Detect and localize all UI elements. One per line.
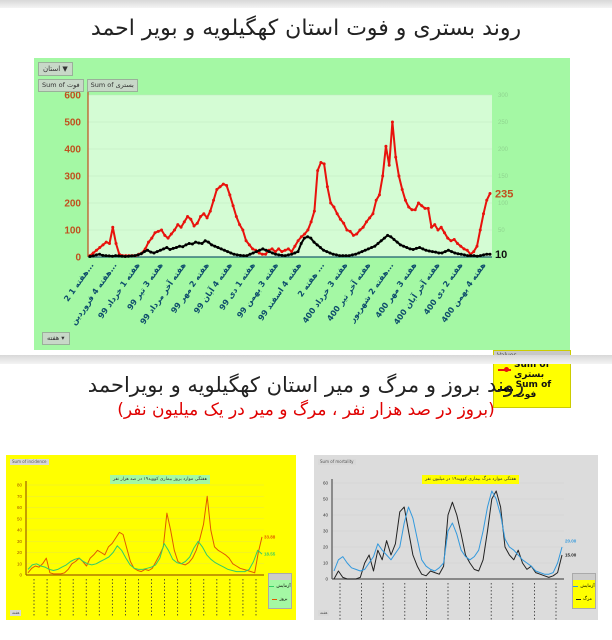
field-button-hospitalized[interactable]: Sum of بستری <box>86 79 138 92</box>
incidence-chart-plot: 0 10 20 30 40 50 60 70 80 33.88 18.55 <box>17 481 276 617</box>
x-tick-label: هفته آخر تیر 400 <box>324 260 372 323</box>
x-tick-label: هفته 3 مهر 400 <box>374 261 419 320</box>
legend-label: آزمایش <box>580 584 595 589</box>
legend-header <box>269 574 291 580</box>
legend-item-test[interactable]: آزمایش <box>269 580 291 593</box>
y-tick-label: 60 <box>323 481 329 486</box>
y-tick-label: 20 <box>323 545 329 550</box>
legend-label: بروز <box>279 597 288 602</box>
incidence-chart-title: هفتگی موارد بروز بیماری کووید۱۹ در صد هز… <box>110 475 210 484</box>
y2-tick-label: 200 <box>498 147 509 153</box>
series-line <box>27 495 263 575</box>
y-tick-label: 300 <box>64 172 81 183</box>
incidence-legend: آزمایش بروز <box>268 573 292 609</box>
incidence-chart-panel: 0 10 20 30 40 50 60 70 80 33.88 18.55 Sum of incid… <box>6 455 296 620</box>
y-tick-label: 0 <box>325 577 328 582</box>
y-tick-label: 30 <box>17 539 23 544</box>
y2-tick-label: 100 <box>498 201 509 207</box>
y-tick-label: 10 <box>323 561 329 566</box>
blue-line-icon <box>573 585 579 588</box>
y-tick-label: 40 <box>323 513 329 518</box>
red-line-marker-icon <box>498 367 512 372</box>
page-title: روند بستری و فوت استان کهگیلویه و بویر ا… <box>90 16 522 41</box>
top-divider <box>0 0 612 8</box>
series-end-label: 18.55 <box>264 552 276 557</box>
y-tick-label: 50 <box>17 516 23 521</box>
y-tick-label: 10 <box>17 561 23 566</box>
mortality-chart-panel: 0 10 20 30 40 50 60 15.00 20.00 Sum of mortality… <box>314 455 598 620</box>
x-tick-label: هفته 1 خرداد 99 <box>96 261 142 321</box>
black-line-icon <box>576 598 582 601</box>
province-filter-button[interactable]: استان ▼ <box>38 62 73 76</box>
series-end-label: 235 <box>495 188 513 200</box>
y-tick-label: 0 <box>75 253 81 264</box>
mortality-legend: آزمایش مرگ <box>572 573 596 609</box>
y-tick-label: 40 <box>17 528 23 533</box>
y-tick-label: 400 <box>64 145 81 156</box>
y2-tick-label: 50 <box>498 228 505 234</box>
y-tick-label: 30 <box>323 529 329 534</box>
series-line <box>27 540 263 573</box>
chart-field-tag[interactable]: Sum of incidence <box>10 459 49 465</box>
y2-tick-label: 250 <box>498 120 509 126</box>
section-subtitle: (بروز در صد هزار نفر ، مرگ و میر در یک م… <box>117 400 495 420</box>
legend-item-deaths[interactable]: Sum of فوت <box>494 380 570 400</box>
y2-tick-label: 0 <box>498 255 502 261</box>
legend-label: Sum of بستری <box>514 360 550 380</box>
y-tick-label: 80 <box>17 483 23 488</box>
y2-tick-label: 150 <box>498 174 509 180</box>
x-tick-label: هفته 3 بهمن 99 <box>235 261 280 320</box>
field-button-deaths[interactable]: Sum of فوت <box>38 79 84 92</box>
y-tick-label: 70 <box>17 494 23 499</box>
section-title: روند بروز و مرگ و میر استان کهگیلویه و ب… <box>87 373 525 397</box>
week-axis-field-button[interactable]: هفته ▾ <box>42 332 70 345</box>
y-tick-label: 600 <box>64 91 81 102</box>
main-chart-panel: 0 100 200 300 400 500 600 0 50 100 150 200 250 300 235… <box>34 58 571 408</box>
y-tick-label: 50 <box>323 497 329 502</box>
y-tick-label: 100 <box>64 226 81 237</box>
black-line-marker-icon <box>498 387 513 392</box>
value-field-buttons: Sum of فوت Sum of بستری <box>38 79 138 92</box>
green-line-icon <box>269 585 275 588</box>
legend-item-mortality[interactable]: مرگ <box>573 593 595 606</box>
legend-item-incidence[interactable]: بروز <box>269 593 291 606</box>
y-tick-label: 0 <box>19 573 22 578</box>
y-tick-label: 60 <box>17 505 23 510</box>
y-tick-label: 20 <box>17 550 23 555</box>
axis-field-tag[interactable]: هفته <box>10 610 22 616</box>
axis-field-tag[interactable]: هفته <box>318 610 330 616</box>
legend-item-test[interactable]: آزمایش <box>573 580 595 593</box>
series-end-label: 15.00 <box>565 553 577 558</box>
series-end-label: 33.88 <box>264 534 276 539</box>
section-divider <box>0 355 612 364</box>
legend-label: مرگ <box>583 597 592 602</box>
legend-label: Sum of فوت <box>515 380 552 400</box>
x-tick-label: هفته 4 بهمن 400 <box>440 261 488 325</box>
series-line <box>89 121 491 257</box>
series-line <box>333 490 563 575</box>
chart-field-tag[interactable]: Sum of mortality <box>318 459 356 465</box>
mortality-chart-title: هفتگی موارد مرگ بیماری کووید۱۹ در میلیون… <box>422 475 520 484</box>
legend-item-hospitalized[interactable]: Sum of بستری <box>494 360 570 380</box>
series-line <box>333 490 563 580</box>
main-chart-plot: 0 100 200 300 400 500 600 0 50 100 150 200 250 300 235… <box>62 91 513 327</box>
series-end-label: 10 <box>495 249 507 261</box>
series-end-label: 20.00 <box>565 539 577 544</box>
y2-tick-label: 300 <box>498 93 509 99</box>
y-tick-label: 500 <box>64 118 81 129</box>
legend-label: آزمایش <box>276 584 291 589</box>
orange-line-icon <box>272 598 278 601</box>
legend-header <box>573 574 595 580</box>
y-tick-label: 200 <box>64 199 81 210</box>
